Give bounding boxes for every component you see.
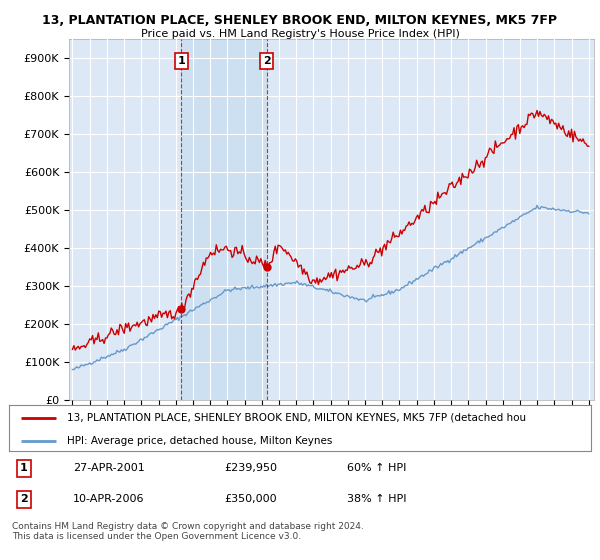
Text: 27-APR-2001: 27-APR-2001 xyxy=(73,464,145,473)
Text: 10-APR-2006: 10-APR-2006 xyxy=(73,494,145,505)
Text: 2: 2 xyxy=(20,494,28,505)
Bar xyxy=(181,39,266,400)
Text: Price paid vs. HM Land Registry's House Price Index (HPI): Price paid vs. HM Land Registry's House … xyxy=(140,29,460,39)
Text: 13, PLANTATION PLACE, SHENLEY BROOK END, MILTON KEYNES, MK5 7FP: 13, PLANTATION PLACE, SHENLEY BROOK END,… xyxy=(43,14,557,27)
Text: 1: 1 xyxy=(20,464,28,473)
Text: 13, PLANTATION PLACE, SHENLEY BROOK END, MILTON KEYNES, MK5 7FP (detached hou: 13, PLANTATION PLACE, SHENLEY BROOK END,… xyxy=(67,413,526,423)
Text: 1: 1 xyxy=(178,56,185,66)
Text: £350,000: £350,000 xyxy=(224,494,277,505)
Text: £239,950: £239,950 xyxy=(224,464,277,473)
Text: HPI: Average price, detached house, Milton Keynes: HPI: Average price, detached house, Milt… xyxy=(67,436,332,446)
Text: 2: 2 xyxy=(263,56,271,66)
Text: 38% ↑ HPI: 38% ↑ HPI xyxy=(347,494,406,505)
Text: Contains HM Land Registry data © Crown copyright and database right 2024.
This d: Contains HM Land Registry data © Crown c… xyxy=(12,522,364,542)
Text: 60% ↑ HPI: 60% ↑ HPI xyxy=(347,464,406,473)
